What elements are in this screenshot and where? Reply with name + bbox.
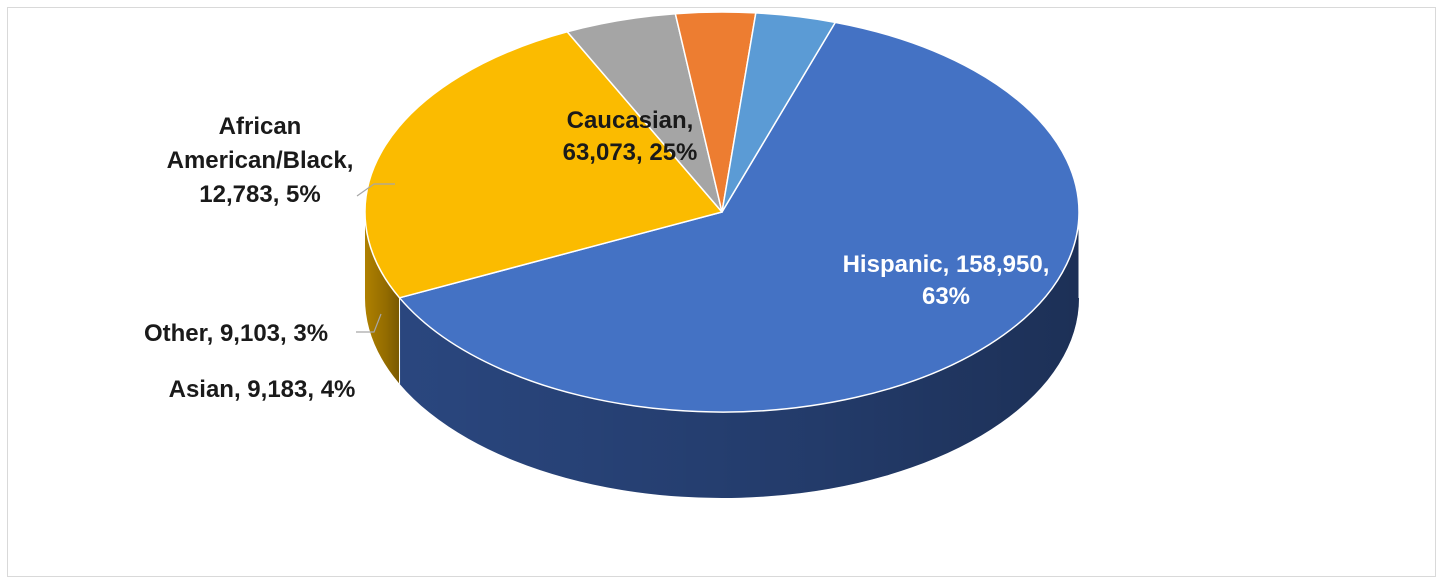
leader-line-other: [356, 313, 382, 333]
data-label-line: 63,073, 25%: [563, 139, 698, 166]
data-label-hispanic: Hispanic, 158,950, 63%: [843, 251, 1050, 310]
data-label-line: Asian, 9,183, 4%: [169, 376, 356, 403]
data-label-line: Caucasian,: [567, 107, 694, 134]
data-label-line: American/Black,: [167, 147, 354, 174]
pie-side-shade-hispanic: [399, 212, 1079, 498]
pie-chart: Hispanic, 158,950, 63% Caucasian, 63,073, 2…: [144, 11, 1080, 498]
pie-slice-hispanic: [398, 21, 1080, 413]
data-label-caucasian: Caucasian, 63,073, 25%: [563, 107, 698, 166]
pie-sides: [365, 212, 1080, 498]
data-label-line: 12,783, 5%: [199, 181, 320, 208]
pie-side-shade-caucasian: [365, 212, 400, 384]
pie-slice-caucasian: [364, 31, 723, 299]
pie-slice-asian: [721, 12, 837, 213]
data-label-asian: Asian, 9,183, 4%: [169, 376, 356, 403]
data-labels: Hispanic, 158,950, 63% Caucasian, 63,073, 2…: [144, 107, 1049, 403]
data-label-other: Other, 9,103, 3%: [144, 320, 328, 347]
leader-lines: [356, 183, 395, 333]
pie-tops: [364, 11, 1080, 413]
data-label-line: African: [219, 113, 302, 140]
data-label-line: Hispanic, 158,950,: [843, 251, 1050, 278]
data-label-line: Other, 9,103, 3%: [144, 320, 328, 347]
data-label-african-american-black: African American/Black, 12,783, 5%: [167, 113, 354, 208]
leader-line-african-american-black: [356, 183, 395, 197]
data-label-line: 63%: [922, 283, 970, 310]
